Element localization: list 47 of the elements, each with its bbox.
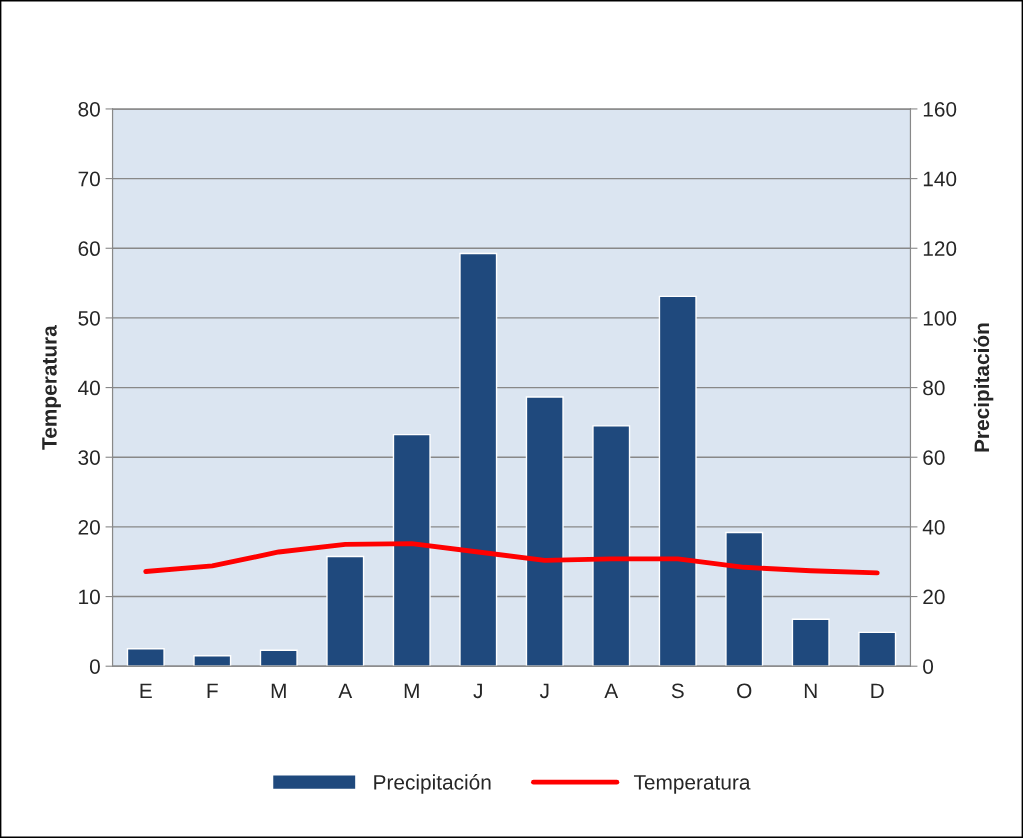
y2-tick-label: 100 (923, 310, 957, 326)
y-tick-label: 30 (78, 450, 100, 465)
bar (791, 618, 830, 667)
y-tick-label: 0 (89, 659, 100, 674)
y2-tick-label: 120 (923, 241, 957, 257)
y-tick-label: 20 (78, 519, 100, 535)
bar (525, 396, 564, 667)
y-axis-title: Temperatura (42, 325, 61, 450)
x-tick-label: A (604, 683, 619, 698)
bar (126, 648, 165, 667)
y2-tick-label: 140 (923, 171, 957, 187)
y-tick-label: 40 (78, 380, 100, 396)
y2-tick-label: 20 (923, 589, 945, 605)
x-tick-label: S (671, 683, 684, 699)
y2-tick-label: 60 (923, 450, 945, 465)
y-tick-label: 10 (79, 589, 100, 605)
y2-tick-label: 40 (922, 519, 945, 535)
bar (858, 631, 897, 667)
bar (459, 252, 498, 667)
x-tick-label: N (804, 683, 817, 698)
bar (592, 425, 631, 667)
bar (193, 655, 232, 667)
y2-tick-label: 160 (923, 101, 957, 117)
x-tick-label: F (207, 683, 218, 698)
bar (259, 649, 298, 667)
bar (326, 555, 365, 667)
y-tick-label: 80 (78, 101, 100, 117)
x-tick-label: M (404, 683, 419, 698)
x-tick-label: M (271, 683, 286, 698)
y2-tick-label: 80 (923, 380, 945, 396)
x-tick-label: E (140, 683, 152, 698)
x-tick-label: A (338, 683, 353, 698)
line-series (143, 541, 880, 576)
bar (392, 433, 431, 667)
y2-tick-label: 0 (923, 659, 934, 674)
y-tick-label: 60 (78, 241, 100, 257)
x-tick-label: O (737, 683, 752, 699)
y-tick-label: 50 (78, 310, 100, 326)
bar (658, 295, 697, 667)
x-tick-label: J (539, 683, 549, 699)
legend-label: Precipitación (374, 774, 491, 794)
legend-label: Temperatura (633, 775, 751, 794)
x-tick-label: J (473, 683, 482, 699)
bar (725, 531, 764, 667)
y2-axis-title: Precipitación (973, 323, 994, 452)
y-tick-label: 70 (78, 171, 100, 187)
x-tick-label: D (871, 683, 884, 698)
